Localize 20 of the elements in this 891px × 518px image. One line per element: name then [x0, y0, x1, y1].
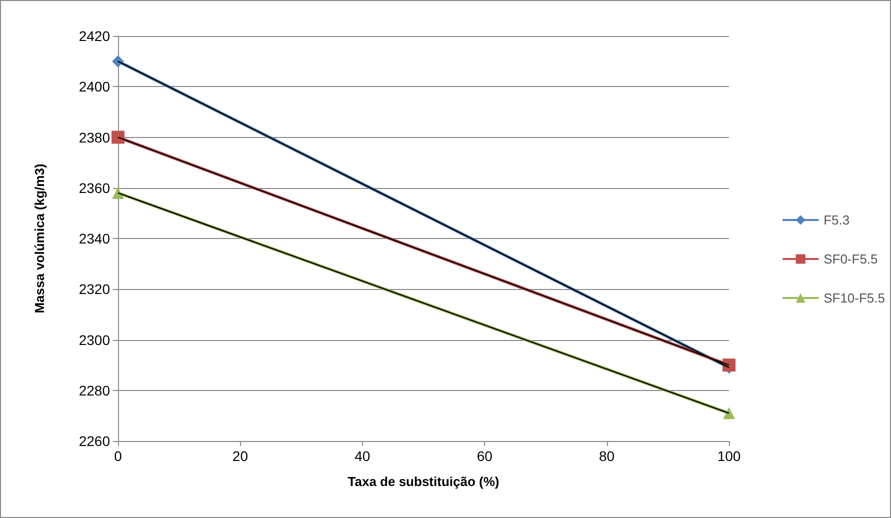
y-tick-label: 2260 [78, 433, 110, 449]
y-tick-label: 2360 [78, 180, 110, 196]
legend-label: SF10-F5.5 [824, 290, 886, 306]
x-tick-label: 0 [114, 448, 122, 464]
y-tick-label: 2380 [78, 129, 110, 146]
y-tick-label: 2400 [78, 78, 110, 95]
legend-label: SF0-F5.5 [824, 252, 878, 266]
x-tick-label: 80 [599, 448, 615, 464]
y-tick-label: 2300 [78, 332, 110, 348]
x-tick-label: 40 [354, 448, 370, 464]
x-axis-title: Taxa de substituição (%) [348, 474, 500, 489]
x-tick-label: 60 [476, 448, 493, 464]
legend-label: F5.3 [824, 212, 850, 228]
y-tick-label: 2340 [78, 230, 110, 246]
x-tick-label: 20 [232, 448, 248, 464]
x-tick-label: 100 [717, 448, 741, 464]
y-tick-label: 2280 [78, 382, 110, 398]
y-tick-label: 2320 [78, 281, 110, 298]
y-tick-label: 2420 [78, 28, 110, 44]
y-axis-title: Massa volúmica (kg/m3) [32, 164, 47, 314]
